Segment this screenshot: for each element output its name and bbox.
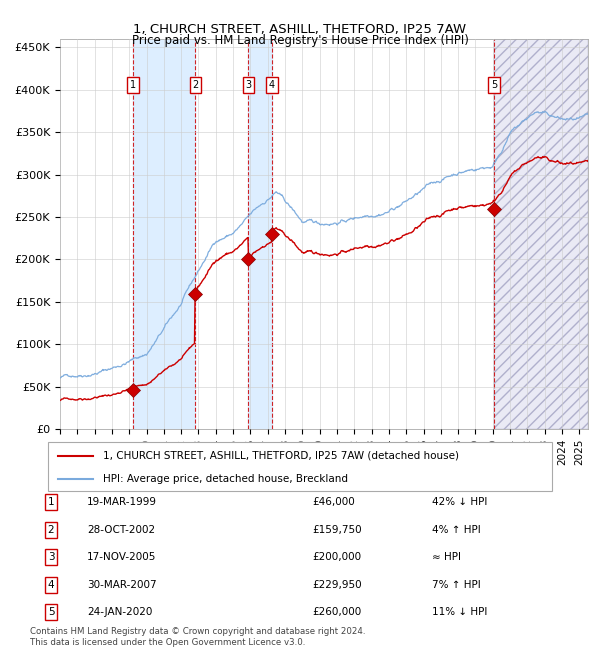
- Text: 19-MAR-1999: 19-MAR-1999: [87, 497, 157, 507]
- Text: 1, CHURCH STREET, ASHILL, THETFORD, IP25 7AW (detached house): 1, CHURCH STREET, ASHILL, THETFORD, IP25…: [103, 450, 460, 461]
- Text: 1: 1: [47, 497, 55, 507]
- Text: 30-MAR-2007: 30-MAR-2007: [87, 580, 157, 590]
- Text: 17-NOV-2005: 17-NOV-2005: [87, 552, 157, 562]
- Text: 1: 1: [130, 80, 136, 90]
- Text: 4: 4: [269, 80, 275, 90]
- Text: 1, CHURCH STREET, ASHILL, THETFORD, IP25 7AW: 1, CHURCH STREET, ASHILL, THETFORD, IP25…: [133, 23, 467, 36]
- Text: 5: 5: [47, 607, 55, 618]
- Text: £159,750: £159,750: [312, 525, 362, 535]
- Text: HPI: Average price, detached house, Breckland: HPI: Average price, detached house, Brec…: [103, 474, 349, 484]
- Text: £260,000: £260,000: [312, 607, 361, 618]
- Text: 2: 2: [47, 525, 55, 535]
- Bar: [248, 39, 272, 429]
- Text: 24-JAN-2020: 24-JAN-2020: [87, 607, 152, 618]
- Bar: [133, 39, 196, 429]
- Text: 7% ↑ HPI: 7% ↑ HPI: [432, 580, 481, 590]
- Text: 42% ↓ HPI: 42% ↓ HPI: [432, 497, 487, 507]
- Text: 28-OCT-2002: 28-OCT-2002: [87, 525, 155, 535]
- Text: 5: 5: [491, 80, 497, 90]
- Text: 2: 2: [192, 80, 199, 90]
- Bar: [494, 39, 588, 429]
- Text: Contains HM Land Registry data © Crown copyright and database right 2024.
This d: Contains HM Land Registry data © Crown c…: [30, 627, 365, 647]
- Text: 4% ↑ HPI: 4% ↑ HPI: [432, 525, 481, 535]
- FancyBboxPatch shape: [48, 442, 552, 491]
- Text: £229,950: £229,950: [312, 580, 362, 590]
- Text: 4: 4: [47, 580, 55, 590]
- Text: Price paid vs. HM Land Registry's House Price Index (HPI): Price paid vs. HM Land Registry's House …: [131, 34, 469, 47]
- Text: £46,000: £46,000: [312, 497, 355, 507]
- Text: ≈ HPI: ≈ HPI: [432, 552, 461, 562]
- Text: 3: 3: [47, 552, 55, 562]
- Text: 11% ↓ HPI: 11% ↓ HPI: [432, 607, 487, 618]
- Text: £200,000: £200,000: [312, 552, 361, 562]
- Text: 3: 3: [245, 80, 251, 90]
